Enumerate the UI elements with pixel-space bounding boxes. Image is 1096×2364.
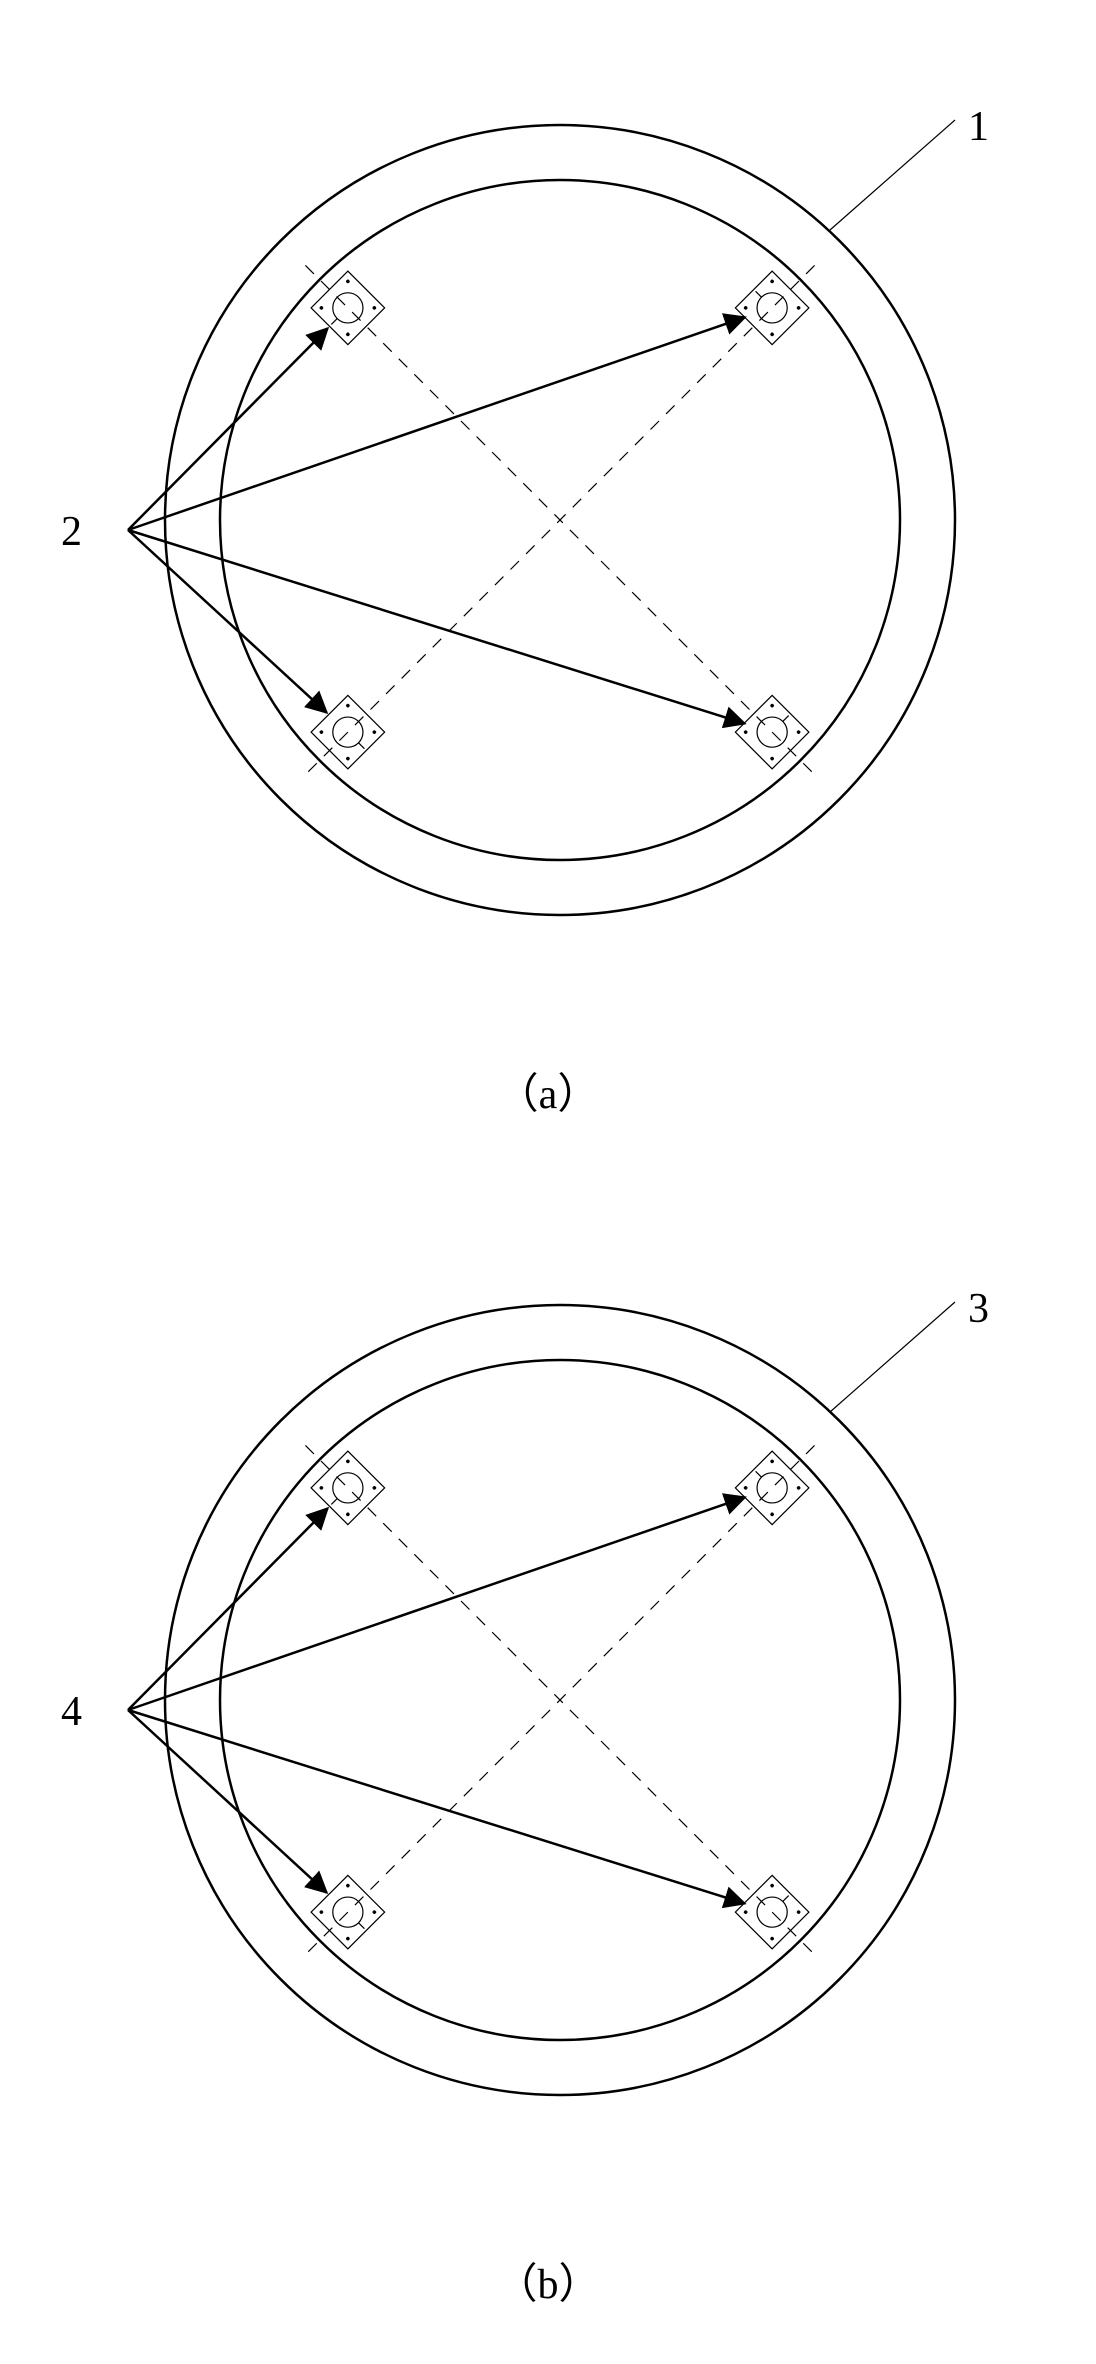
sensor-pointer-arrow (128, 317, 745, 530)
subfigure-caption: （a） (0, 1060, 1096, 1121)
sensor-group-label: 4 (61, 1689, 82, 1735)
sensor-pointer-arrow (128, 1710, 745, 1904)
ring-leader (830, 120, 955, 230)
sensor-pointer-arrow (128, 1710, 327, 1893)
sensor-pointer-arrow (128, 1497, 745, 1710)
subfigure-caption: （b） (0, 2250, 1096, 2311)
diagonal-dashed (305, 265, 814, 774)
sensor-pointer-arrow (128, 1508, 328, 1710)
sensor-group-label: 2 (61, 509, 82, 555)
sensor-pointer-arrow (128, 530, 745, 724)
ring-label: 3 (968, 1286, 989, 1332)
sensor-pointer-arrow (128, 530, 327, 713)
ring-label: 1 (968, 104, 989, 150)
sensor-pointer-arrow (128, 328, 328, 530)
ring-leader (830, 1302, 955, 1412)
